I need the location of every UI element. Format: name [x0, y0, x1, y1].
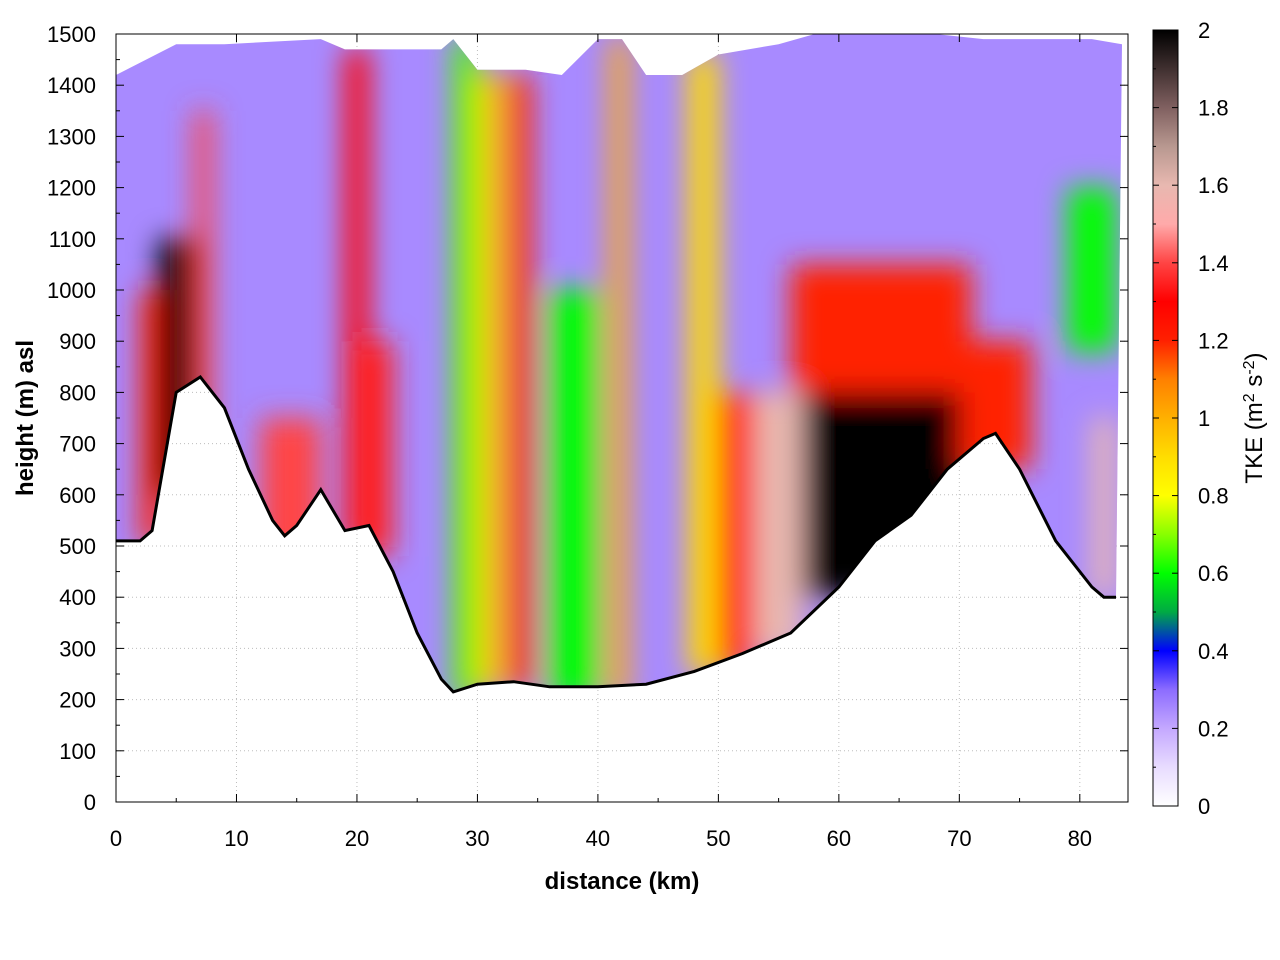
x-tick-label: 0: [110, 826, 122, 851]
y-tick-label: 700: [59, 432, 96, 457]
colorbar-tick-label: 0.8: [1198, 484, 1229, 509]
plot-area: 0 10 20 30 40 50 60 70 80 0 100 200 300 400 500 600 700…: [47, 22, 1129, 851]
tke-zone: [453, 39, 478, 692]
colorbar-tick-label: 0.4: [1198, 639, 1229, 664]
x-tick-label: 40: [586, 826, 610, 851]
y-tick-label: 0: [84, 790, 96, 815]
colorbar-label-end: ): [1241, 352, 1268, 360]
y-tick-label: 1000: [47, 278, 96, 303]
tke-zone: [549, 290, 598, 692]
y-tick-label: 100: [59, 739, 96, 764]
y-tick-label: 600: [59, 483, 96, 508]
tke-field: [116, 34, 1122, 694]
colorbar-label-mid: s: [1241, 375, 1268, 394]
x-axis: 0 10 20 30 40 50 60 70 80: [110, 34, 1092, 851]
tke-zone: [260, 418, 321, 572]
terrain-line: [116, 375, 1116, 694]
colorbar-tick-label: 1.2: [1198, 328, 1229, 353]
colorbar-tick-label: 1.6: [1198, 173, 1229, 198]
y-tick-label: 900: [59, 329, 96, 354]
x-tick-label: 30: [465, 826, 489, 851]
colorbar-label: TKE (m2 s-2): [1241, 352, 1269, 483]
tke-zone: [1091, 418, 1116, 598]
x-tick-label: 10: [224, 826, 248, 851]
tke-zone: [718, 392, 755, 669]
y-tick-label: 1300: [47, 124, 96, 149]
colorbar-tick-label: 1.8: [1198, 96, 1229, 121]
tke-zone: [790, 264, 972, 393]
y-axis: 0 100 200 300 400 500 600 700 800 900 1000 1100 1200…: [47, 22, 1128, 815]
x-tick-label: 80: [1068, 826, 1092, 851]
tke-zone: [477, 74, 502, 690]
x-tick-label: 20: [345, 826, 369, 851]
x-tick-label: 50: [706, 826, 730, 851]
colorbar-tick-label: 0.6: [1198, 561, 1229, 586]
colorbar-ticks: 0 0.2 0.4 0.6 0.8 1 1.2 1.4 1.6 1.8 2: [1153, 18, 1229, 819]
y-tick-label: 200: [59, 688, 96, 713]
tke-field-region: [116, 34, 1122, 692]
colorbar: 00.20.40.60.811.21.41.61.82 TKE (m2 s-2): [1152, 18, 1269, 819]
colorbar-tick-label: 1.4: [1198, 251, 1229, 276]
y-tick-label: 1500: [47, 22, 96, 47]
y-tick-label: 400: [59, 585, 96, 610]
y-tick-label: 1400: [47, 73, 96, 98]
tke-zone: [754, 392, 803, 654]
y-tick-label: 1100: [49, 227, 96, 252]
y-axis-label: height (m) asl: [12, 340, 39, 496]
colorbar-tick-label: 0: [1198, 794, 1210, 819]
tke-zone: [688, 54, 719, 675]
x-tick-label: 60: [827, 826, 851, 851]
y-tick-label: 500: [59, 534, 96, 559]
y-tick-label: 300: [59, 636, 96, 661]
colorbar-tick-label: 0.2: [1198, 716, 1229, 741]
x-tick-label: 70: [947, 826, 971, 851]
colorbar-label-main: TKE (m: [1241, 402, 1268, 483]
x-axis-label: distance (km): [545, 868, 700, 895]
y-tick-label: 1200: [47, 176, 96, 201]
colorbar-tick-label: 1: [1198, 406, 1210, 431]
tke-zone: [1067, 187, 1116, 352]
y-tick-label: 800: [59, 380, 96, 405]
colorbar-tick-label: 2: [1198, 18, 1210, 43]
tke-zone: [356, 341, 394, 557]
colorbar-label-sup2: -2: [1241, 360, 1258, 374]
tke-zone: [609, 39, 629, 692]
tke-zone: [507, 74, 532, 690]
tke-zone: [194, 110, 213, 444]
tke-zones: [140, 39, 1116, 692]
colorbar-label-sup1: 2: [1241, 393, 1258, 402]
